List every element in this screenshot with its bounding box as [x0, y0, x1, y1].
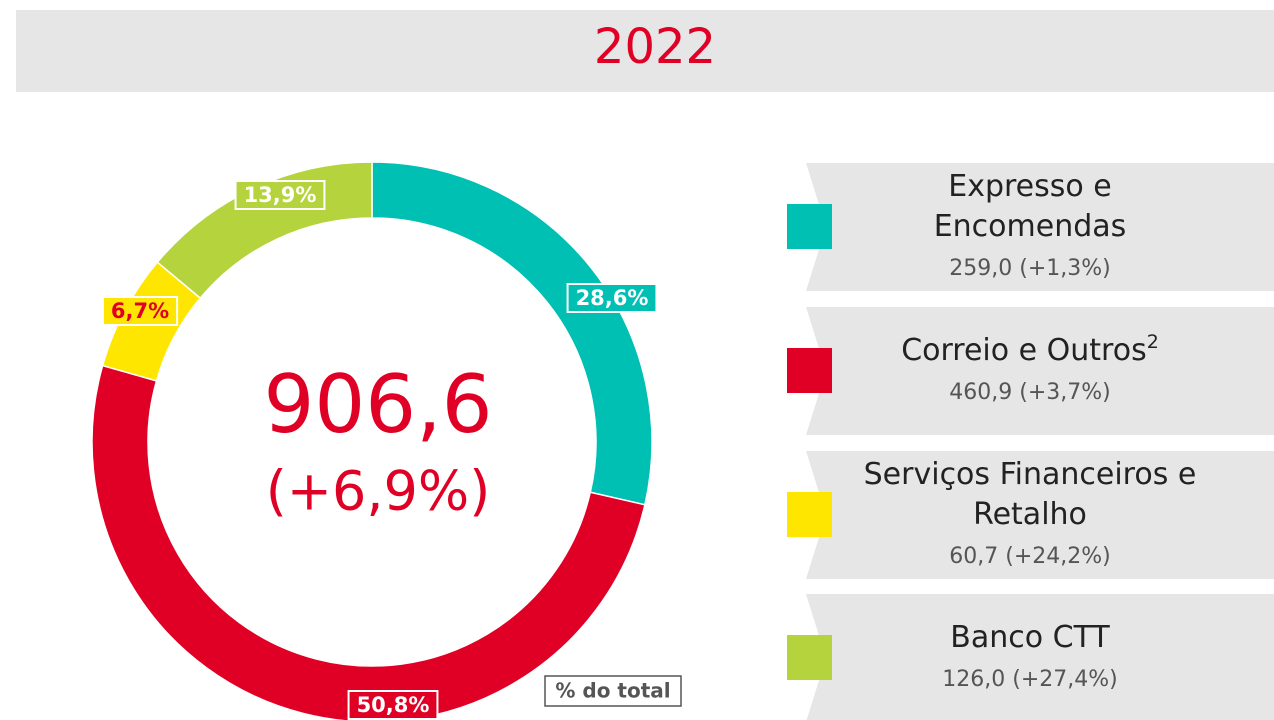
legend-swatch — [787, 348, 832, 393]
value-label: 6,7% — [111, 299, 169, 323]
value-label: 50,8% — [357, 693, 430, 717]
legend-panel — [806, 307, 1274, 435]
legend-panel — [806, 594, 1274, 720]
footnote-mark: 2 — [1146, 331, 1159, 353]
legend-swatch — [787, 635, 832, 680]
legend-label-text: Banco CTT — [950, 620, 1110, 655]
value-label-box — [101, 296, 179, 326]
legend-label-text: Serviços Financeiros e Retalho — [863, 457, 1197, 532]
legend-detail: 259,0 (+1,3%) — [949, 256, 1111, 281]
legend-entry: Expresso e Encomendas 259,0 (+1,3%) — [860, 163, 1200, 291]
value-label: 13,9% — [244, 183, 317, 207]
legend-label-text: Correio e Outros — [901, 333, 1147, 368]
center-change: (+6,9%) — [266, 460, 491, 523]
legend-detail: 60,7 (+24,2%) — [949, 544, 1111, 569]
value-label-box — [347, 690, 439, 720]
chart-title: 2022 — [594, 19, 716, 75]
legend-label: Serviços Financeiros e Retalho — [860, 455, 1200, 535]
legend-entry: Banco CTT 126,0 (+27,4%) — [860, 594, 1200, 720]
value-label-box — [234, 180, 326, 210]
legend-label: Expresso e Encomendas — [910, 167, 1150, 247]
legend-label: Correio e Outros2 — [901, 331, 1159, 371]
legend-entry: Serviços Financeiros e Retalho 60,7 (+24,… — [860, 451, 1200, 579]
legend-label-text: Expresso e Encomendas — [933, 169, 1127, 244]
legend-swatch — [787, 492, 832, 537]
donut-segment — [371, 161, 653, 506]
legend-panel — [806, 163, 1274, 291]
value-label-box — [566, 283, 658, 313]
donut-segment — [91, 364, 646, 720]
legend-detail: 460,9 (+3,7%) — [949, 380, 1111, 405]
legend-entry: Correio e Outros2 460,9 (+3,7%) — [860, 307, 1200, 435]
legend-swatch — [787, 204, 832, 249]
legend-label: Banco CTT — [950, 618, 1109, 658]
center-value: 906,6 — [263, 358, 492, 451]
legend-detail: 126,0 (+27,4%) — [942, 667, 1118, 692]
note-box — [544, 675, 682, 707]
header-bar — [16, 10, 1274, 92]
note: % do total — [555, 679, 670, 703]
value-label: 28,6% — [576, 286, 649, 310]
legend-panel — [806, 451, 1274, 579]
